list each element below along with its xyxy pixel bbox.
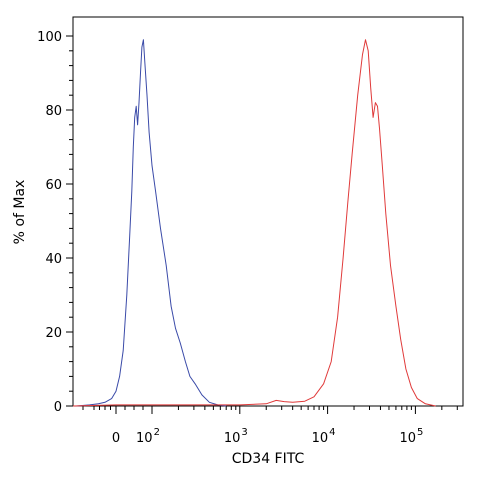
x-tick-label: 102 [136,427,160,446]
x-tick-exponent: 3 [241,427,247,438]
x-tick-label: 104 [312,427,336,446]
y-tick-label: 60 [45,178,62,193]
y-tick-label: 100 [37,30,62,45]
x-tick-label: 0 [112,431,120,446]
series-line-2 [72,39,436,407]
x-tick-exponent: 2 [154,427,160,438]
series-layer [72,39,436,407]
x-tick-label: 105 [399,427,423,446]
x-tick-exponent: 5 [417,427,423,438]
x-axis-title: CD34 FITC [232,451,305,467]
x-tick-exponent: 4 [329,427,335,438]
x-axis: 0 102 103 104 105 [82,406,458,446]
y-tick-label: 0 [54,400,62,415]
y-tick-label: 40 [45,252,62,267]
x-tick-label: 103 [224,427,248,446]
y-axis-title: % of Max [12,180,28,245]
series-line-1 [76,39,227,407]
y-tick-label: 20 [45,326,62,341]
y-tick-label: 80 [45,104,62,119]
y-axis: 0 20 40 60 80 100 [37,30,73,415]
plot-frame [72,16,464,407]
